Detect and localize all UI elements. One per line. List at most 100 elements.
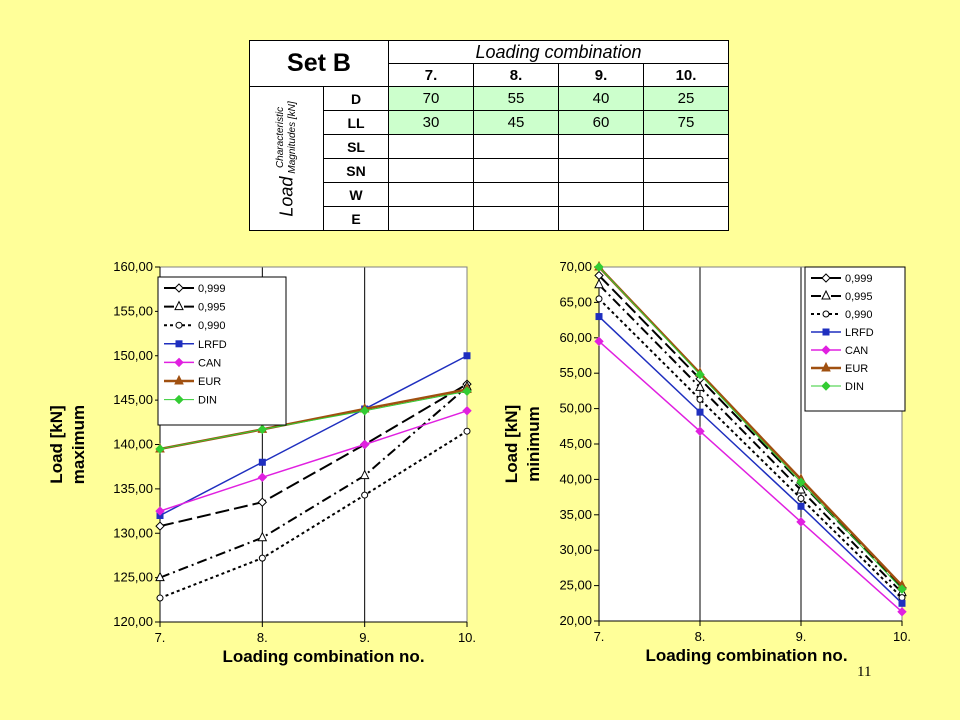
- table-cell: 60: [558, 110, 644, 135]
- series-line: [598, 266, 903, 590]
- series-line: [598, 340, 903, 613]
- legend-label: DIN: [845, 381, 864, 393]
- y-tick-label: 30,00: [559, 542, 592, 557]
- x-tick-label: 8.: [257, 630, 268, 645]
- data-point: [797, 502, 805, 510]
- table-cell: [558, 158, 644, 183]
- data-point: [155, 521, 165, 531]
- table-cell: [388, 182, 474, 207]
- x-tick-label: 9.: [796, 629, 807, 644]
- table-cell: 75: [643, 110, 729, 135]
- row-label: SN: [323, 158, 389, 183]
- load-label: Load: [276, 176, 297, 217]
- row-label: D: [323, 86, 389, 111]
- column-header: 8.: [473, 63, 559, 87]
- page-number: 11: [857, 664, 872, 680]
- legend-label: 0,999: [845, 273, 873, 285]
- y-tick-label: 20,00: [559, 613, 592, 628]
- table-cell: [558, 134, 644, 159]
- legend-marker: [174, 394, 184, 405]
- x-tick-label: 8.: [695, 629, 706, 644]
- data-point: [797, 495, 805, 503]
- y-axis-label: Load [kN]: [47, 405, 66, 483]
- data-point: [258, 554, 266, 562]
- row-label: E: [323, 206, 389, 231]
- legend-label: 0,995: [198, 302, 226, 314]
- data-point: [359, 439, 370, 450]
- table-cell: 40: [558, 86, 644, 111]
- x-tick-label: 10.: [893, 629, 911, 644]
- legend-marker: [821, 381, 831, 391]
- y-tick-label: 35,00: [559, 507, 592, 522]
- data-point: [359, 406, 370, 416]
- series-line: [598, 298, 903, 599]
- series-din: [155, 386, 472, 454]
- legend-marker: [821, 289, 831, 300]
- data-point: [156, 594, 164, 602]
- legend-box: [804, 266, 906, 412]
- data-point: [796, 477, 806, 487]
- magnitudes-label: Magnitudes [kN]: [286, 100, 298, 174]
- data-point: [257, 497, 268, 507]
- y-axis-label-sub: maximum: [69, 405, 88, 484]
- table-cell: [388, 158, 474, 183]
- legend-label: EUR: [198, 376, 221, 388]
- y-axis-label-sub: minimum: [524, 406, 543, 482]
- series-line: [598, 316, 903, 604]
- data-point: [695, 369, 705, 380]
- y-axis-label: Load [kN]: [502, 405, 521, 483]
- data-point: [594, 336, 604, 347]
- legend-label: DIN: [198, 395, 217, 407]
- legend-marker: [174, 300, 184, 311]
- series-din: [594, 262, 907, 594]
- legend-label: CAN: [845, 345, 868, 357]
- data-point: [897, 607, 907, 617]
- data-point: [898, 594, 906, 602]
- legend-label: LRFD: [198, 339, 227, 351]
- series-line: [159, 355, 468, 517]
- y-tick-label: 65,00: [559, 294, 592, 309]
- x-tick-label: 9.: [359, 630, 370, 645]
- y-tick-label: 55,00: [559, 365, 592, 380]
- legend-marker: [821, 273, 831, 283]
- x-axis-label: Loading combination no.: [222, 647, 424, 666]
- y-tick-label: 25,00: [559, 578, 592, 593]
- row-label: LL: [323, 110, 389, 135]
- data-point: [361, 491, 369, 499]
- column-header: 9.: [558, 63, 644, 87]
- data-point: [257, 472, 268, 483]
- y-tick-label: 50,00: [559, 401, 592, 416]
- table-cell: [558, 206, 644, 231]
- y-tick-label: 120,00: [113, 614, 153, 629]
- legend-marker: [822, 310, 830, 318]
- column-header: 7.: [388, 63, 474, 87]
- row-label: W: [323, 182, 389, 207]
- legend-box: [157, 276, 287, 426]
- y-tick-label: 125,00: [113, 570, 153, 585]
- x-tick-label: 10.: [458, 630, 476, 645]
- y-tick-label: 155,00: [113, 303, 153, 318]
- series-0990: [595, 295, 906, 602]
- legend-label: 0,990: [198, 320, 226, 332]
- table-cell: 30: [388, 110, 474, 135]
- legend-label: 0,995: [845, 291, 873, 303]
- table-title: Set B: [249, 40, 389, 87]
- table-cell: [388, 206, 474, 231]
- series-line: [159, 383, 468, 528]
- data-point: [155, 571, 165, 582]
- legend-label: 0,999: [198, 283, 226, 295]
- data-point: [695, 426, 705, 436]
- table-cell: 45: [473, 110, 559, 135]
- legend-label: EUR: [845, 363, 868, 375]
- table-cell: [473, 134, 559, 159]
- table-cell: [643, 134, 729, 159]
- data-point: [462, 406, 472, 416]
- y-tick-label: 140,00: [113, 437, 153, 452]
- series-line: [159, 390, 468, 450]
- column-header: 10.: [643, 63, 729, 87]
- legend-label: 0,990: [845, 309, 873, 321]
- table-cell: [643, 206, 729, 231]
- data-point: [696, 408, 704, 416]
- x-tick-label: 7.: [594, 629, 605, 644]
- row-label: SL: [323, 134, 389, 159]
